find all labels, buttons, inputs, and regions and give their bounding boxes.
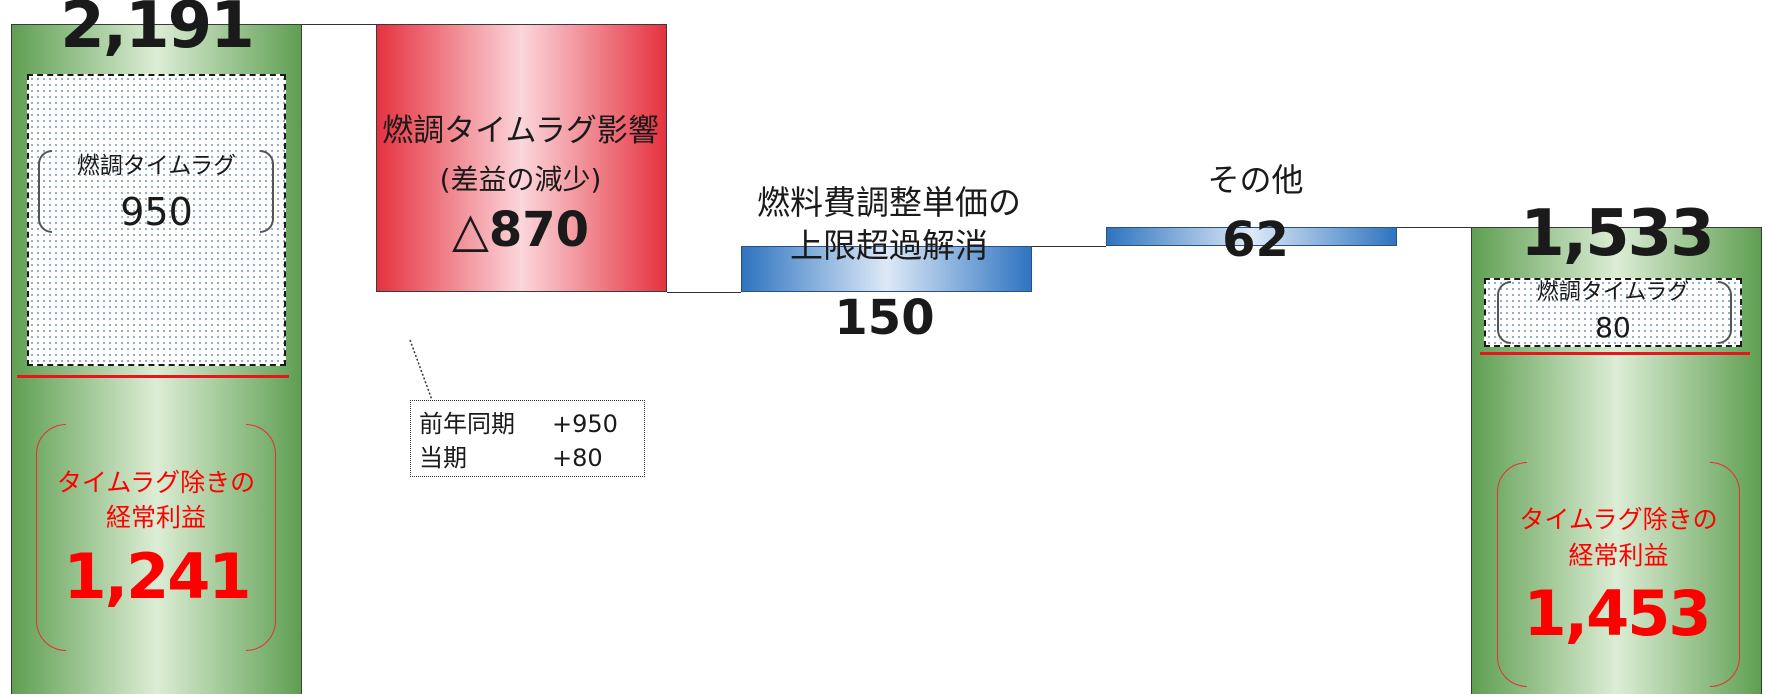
bar-other: [1106, 227, 1397, 247]
start-excluding-value: 1,241: [63, 540, 251, 613]
start-divider-line: [17, 375, 289, 378]
end-divider-line: [1480, 352, 1750, 355]
bar-cap-release: [741, 246, 1032, 293]
note-value-current: +80: [552, 444, 603, 472]
start-excluding-label-1: タイムラグ除きの: [56, 468, 256, 497]
timelag-impact-label-1: 燃調タイムラグ影響: [382, 113, 659, 149]
timelag-impact-value: △870: [451, 202, 590, 258]
connector-line: [302, 24, 376, 26]
note-box: 前年同期 +950 当期 +80: [410, 400, 645, 477]
cap-release-value: 150: [834, 290, 935, 346]
note-label-current: 当期: [419, 444, 467, 472]
end-timelag-label: 燃調タイムラグ: [1536, 280, 1690, 305]
connector-line: [1397, 227, 1471, 229]
end-excluding-bracket: [1497, 462, 1740, 687]
connector-line: [1032, 246, 1106, 248]
other-label: その他: [1207, 161, 1304, 199]
start-total-value: 2,191: [60, 0, 254, 63]
start-excluding-bracket: [36, 424, 276, 651]
note-row-prior: 前年同期 +950: [419, 407, 644, 441]
end-timelag-value: 80: [1595, 311, 1631, 344]
start-excluding-label-2: 経常利益: [105, 503, 206, 532]
note-value-prior: +950: [552, 410, 618, 438]
timelag-impact-label-2: (差益の減少): [439, 163, 602, 196]
cap-release-label-1: 燃料費調整単価の: [757, 183, 1021, 222]
note-label-prior: 前年同期: [419, 410, 515, 438]
note-leader-line: [409, 339, 433, 401]
end-total-value: 1,533: [1520, 197, 1714, 271]
bar-timelag-impact: [376, 24, 667, 293]
start-timelag-label: 燃調タイムラグ: [76, 153, 237, 179]
start-timelag-bracket: [38, 150, 274, 233]
start-timelag-value: 950: [120, 190, 193, 234]
cap-release-label-2: 上限超過解消: [790, 226, 988, 265]
note-row-current: 当期 +80: [419, 441, 644, 475]
connector-line: [667, 292, 741, 294]
end-excluding-value: 1,453: [1523, 577, 1711, 650]
start-timelag-box: [27, 74, 286, 366]
end-excluding-label-2: 経常利益: [1568, 541, 1669, 570]
end-excluding-label-1: タイムラグ除きの: [1519, 505, 1718, 534]
other-value: 62: [1222, 212, 1289, 268]
end-timelag-bracket: [1497, 281, 1732, 344]
end-timelag-box: [1484, 278, 1742, 347]
